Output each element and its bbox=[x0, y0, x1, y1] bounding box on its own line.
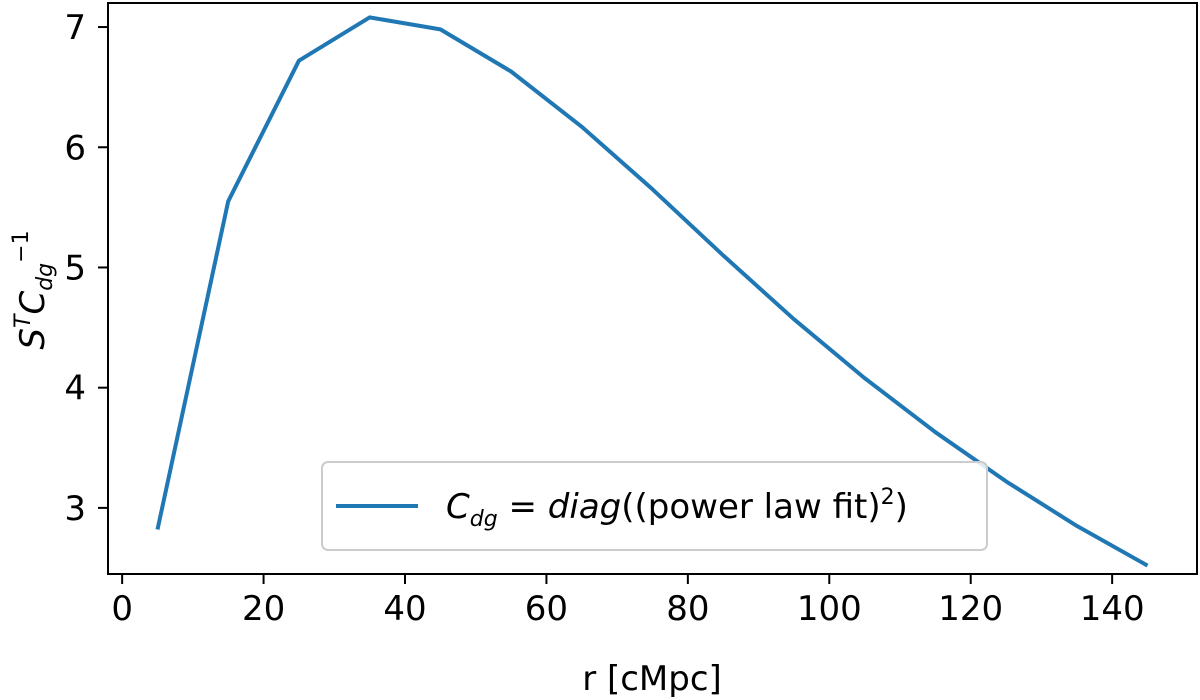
x-tick-label: 100 bbox=[797, 589, 862, 629]
legend: Cdg = diag((power law fit)2) bbox=[321, 461, 988, 551]
plot-frame bbox=[107, 2, 1198, 575]
x-tick-label: 80 bbox=[666, 589, 709, 629]
y-axis-label: STCdg−1 bbox=[9, 230, 58, 349]
x-tick-label: 120 bbox=[938, 589, 1003, 629]
y-tick-label: 5 bbox=[64, 248, 86, 288]
y-tick-label: 7 bbox=[64, 8, 86, 48]
legend-entry: Cdg = diag((power law fit)2) bbox=[446, 485, 908, 532]
x-tick-label: 140 bbox=[1080, 589, 1145, 629]
legend-box bbox=[321, 461, 988, 551]
y-tick-label: 3 bbox=[64, 489, 86, 529]
x-tick-label: 0 bbox=[111, 589, 133, 629]
x-tick-label: 60 bbox=[525, 589, 568, 629]
y-tick-label: 6 bbox=[64, 128, 86, 168]
y-tick-label: 4 bbox=[64, 369, 86, 409]
x-tick-label: 20 bbox=[242, 589, 285, 629]
x-axis-label: r [cMpc] bbox=[582, 659, 722, 699]
x-tick-label: 40 bbox=[383, 589, 426, 629]
axis-ticks: 0 20 40 60 80 100 120 140 3 4 5 6 7 bbox=[64, 8, 1144, 629]
